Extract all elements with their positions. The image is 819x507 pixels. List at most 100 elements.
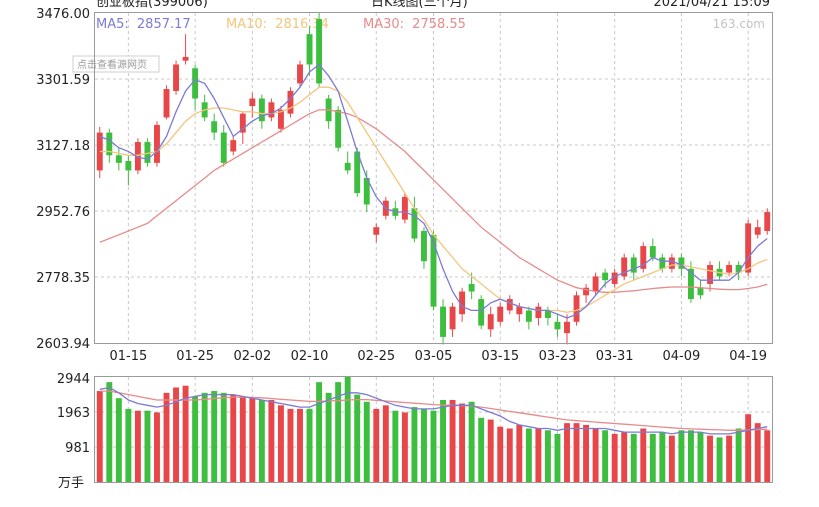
volume-bar: [621, 432, 628, 482]
candle-body: [182, 56, 189, 61]
candle-body: [230, 140, 237, 152]
candle-body: [745, 223, 752, 273]
candle-body: [544, 310, 551, 319]
candle-body: [687, 268, 694, 300]
volume-bar: [211, 391, 218, 482]
volume-bar: [707, 435, 713, 482]
candle-body: [106, 132, 113, 156]
candle-body: [430, 234, 437, 307]
ma10-legend-label: MA10:: [226, 17, 267, 32]
view-source-button[interactable]: 点击查看源网页: [72, 55, 160, 73]
volume-bar: [468, 401, 475, 482]
y-tick-label: 3301.59: [36, 73, 90, 88]
volume-bar: [449, 399, 456, 482]
volume-bar: [592, 428, 599, 482]
volume-bar: [564, 423, 570, 482]
x-tick-label: 04-19: [729, 349, 767, 364]
x-tick-label: 02-02: [233, 349, 271, 364]
candle-body: [611, 272, 618, 284]
x-tick-label: 02-25: [357, 349, 395, 364]
volume-bar: [249, 398, 256, 482]
candle-body: [297, 64, 303, 84]
volume-bar: [201, 392, 208, 482]
ma5-legend-value: 2857.17: [137, 17, 191, 32]
candle-body: [344, 162, 351, 171]
volume-bar: [392, 410, 399, 482]
volume-bar: [430, 410, 437, 482]
candle-body: [411, 208, 418, 239]
ma30-legend: MA30: 2758.55: [363, 17, 466, 32]
volume-bar: [554, 433, 561, 482]
volume-bar: [602, 430, 609, 482]
volume-bar: [516, 424, 523, 482]
candle-body: [573, 295, 580, 322]
candle-body: [516, 306, 523, 315]
volume-bar: [478, 417, 485, 482]
candles: [96, 13, 771, 345]
volume-bar: [611, 433, 618, 482]
candle-body: [258, 98, 265, 122]
volume-bar: [106, 382, 113, 482]
volume-bar: [277, 405, 284, 482]
candle-body: [583, 287, 590, 296]
ma5-legend-label: MA5:: [96, 17, 129, 32]
volume-ma10-line: [99, 390, 768, 431]
volume-unit-label: 万手: [58, 476, 84, 491]
volume-bar: [745, 414, 752, 482]
candle-body: [640, 246, 647, 269]
volume-bar: [239, 396, 246, 482]
candle-body: [220, 132, 227, 163]
candle-body: [306, 34, 313, 65]
view-source-label: 点击查看源网页: [77, 58, 147, 71]
volume-bar: [192, 396, 199, 482]
candle-body: [697, 287, 704, 296]
volume-bar: [630, 433, 637, 482]
volume-bar: [544, 430, 551, 482]
ma5-legend: MA5: 2857.17: [96, 17, 191, 32]
candle-body: [678, 257, 685, 269]
candle-body: [497, 306, 504, 322]
candle-body: [401, 196, 408, 220]
index-name: 创业板指(399006): [96, 0, 208, 10]
candle-body: [239, 113, 246, 133]
candle-body: [564, 321, 570, 334]
candle-body: [173, 64, 180, 91]
volume-y-axis-labels: 2944 1963 981: [57, 372, 90, 456]
candle-body: [659, 257, 666, 269]
volume-bar: [640, 428, 647, 482]
candle-body: [535, 306, 542, 319]
volume-bar: [115, 398, 122, 482]
ma30-legend-value: 2758.55: [412, 17, 466, 32]
candle-body: [316, 19, 323, 84]
volume-bar: [268, 399, 275, 482]
x-axis-labels: 01-15 01-25 02-02 02-10 02-25 03-05 03-15 03-23…: [109, 349, 767, 364]
x-tick-label: 03-05: [415, 349, 453, 364]
candle-body: [144, 142, 151, 163]
candle-body: [125, 160, 132, 171]
volume-bar: [306, 408, 313, 482]
y-tick-label: 3127.18: [36, 139, 90, 154]
volume-bar: [125, 408, 132, 482]
candle-body: [96, 132, 103, 171]
ma10-legend: MA10: 2816.34: [226, 17, 329, 32]
candle-body: [735, 265, 742, 273]
volume-y-tick-label: 1963: [57, 406, 90, 421]
volume-bar: [726, 435, 733, 482]
volume-bar: [344, 377, 351, 482]
volume-bar: [421, 408, 427, 482]
x-tick-label: 03-31: [596, 349, 634, 364]
chart-title: 日K线图(三个月): [371, 0, 468, 10]
ma10-line: [99, 86, 768, 313]
volume-bar: [440, 399, 446, 482]
volume-bar: [134, 410, 141, 482]
volume-bar: [678, 430, 685, 482]
volume-panel-frame: [94, 376, 773, 483]
volume-bar: [506, 428, 513, 482]
volume-bar: [354, 394, 361, 482]
y-tick-label: 2952.76: [36, 205, 90, 220]
candle-body: [707, 265, 713, 284]
watermark-163: 163.com: [713, 17, 765, 31]
candle-body: [668, 257, 675, 269]
